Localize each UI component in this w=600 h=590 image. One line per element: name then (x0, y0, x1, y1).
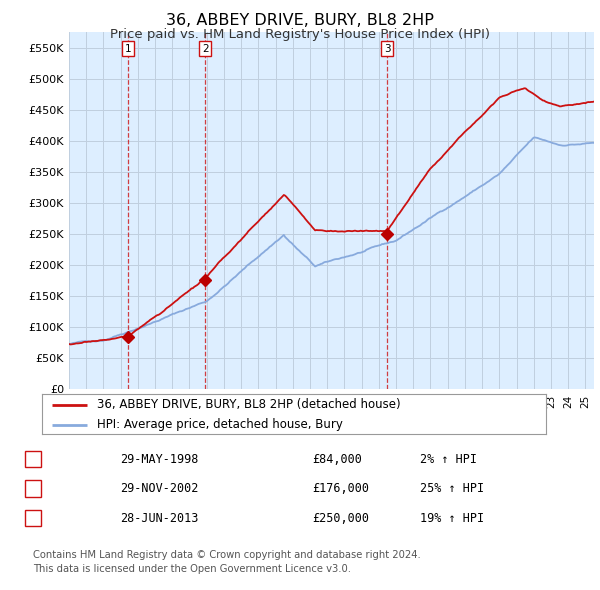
Text: Contains HM Land Registry data © Crown copyright and database right 2024.
This d: Contains HM Land Registry data © Crown c… (33, 550, 421, 574)
Text: 36, ABBEY DRIVE, BURY, BL8 2HP: 36, ABBEY DRIVE, BURY, BL8 2HP (166, 13, 434, 28)
Text: 2: 2 (29, 482, 37, 495)
Text: Price paid vs. HM Land Registry's House Price Index (HPI): Price paid vs. HM Land Registry's House … (110, 28, 490, 41)
Text: 29-NOV-2002: 29-NOV-2002 (120, 482, 199, 495)
Text: 25% ↑ HPI: 25% ↑ HPI (420, 482, 484, 495)
Text: 1: 1 (125, 44, 131, 54)
Text: £84,000: £84,000 (312, 453, 362, 466)
Text: 28-JUN-2013: 28-JUN-2013 (120, 512, 199, 525)
Text: HPI: Average price, detached house, Bury: HPI: Average price, detached house, Bury (97, 418, 343, 431)
Text: 3: 3 (384, 44, 391, 54)
Text: 36, ABBEY DRIVE, BURY, BL8 2HP (detached house): 36, ABBEY DRIVE, BURY, BL8 2HP (detached… (97, 398, 401, 411)
Text: 29-MAY-1998: 29-MAY-1998 (120, 453, 199, 466)
Text: 1: 1 (29, 453, 37, 466)
Text: 3: 3 (29, 512, 37, 525)
Text: 19% ↑ HPI: 19% ↑ HPI (420, 512, 484, 525)
Text: 2% ↑ HPI: 2% ↑ HPI (420, 453, 477, 466)
Text: £250,000: £250,000 (312, 512, 369, 525)
Text: 2: 2 (202, 44, 209, 54)
Text: £176,000: £176,000 (312, 482, 369, 495)
